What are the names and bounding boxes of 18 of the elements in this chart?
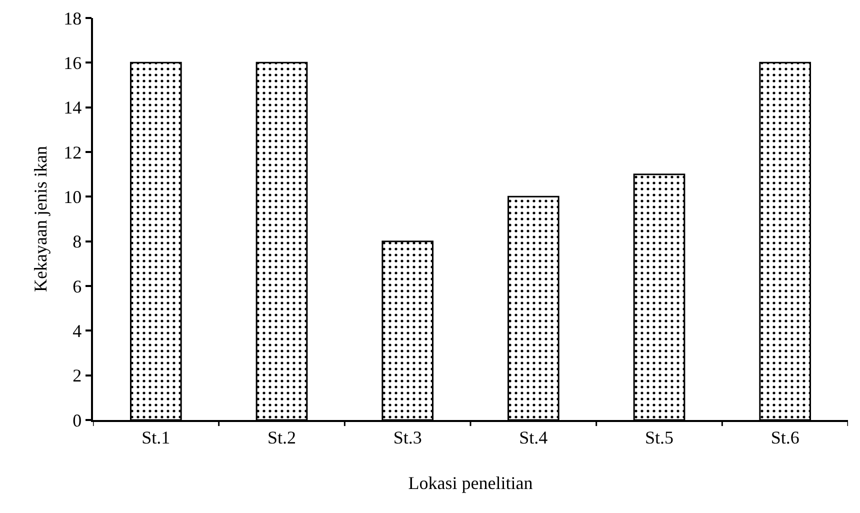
y-tick-label: 16 (64, 52, 82, 73)
x-tick-label: St.5 (644, 427, 674, 448)
y-tick-label: 2 (72, 366, 82, 386)
y-tick-label: 12 (64, 142, 82, 162)
x-axis-title: Lokasi penelitian (408, 472, 533, 493)
y-tick-label: 6 (72, 276, 82, 296)
y-tick-label: 0 (72, 410, 82, 430)
x-tick-label: St.4 (519, 427, 548, 448)
x-tick-label: St.1 (142, 427, 170, 448)
y-tick-label: 8 (72, 232, 82, 252)
y-tick-label: 18 (64, 8, 82, 28)
y-tick-label: 10 (64, 186, 82, 207)
x-tick-label: St.6 (770, 427, 800, 448)
y-tick-label: 4 (72, 320, 82, 341)
x-tick-label: St.3 (393, 427, 422, 448)
x-tick-label: St.2 (267, 427, 296, 448)
y-tick-label: 14 (64, 98, 82, 118)
y-axis-title: Kekayaan jenis ikan (30, 146, 50, 292)
